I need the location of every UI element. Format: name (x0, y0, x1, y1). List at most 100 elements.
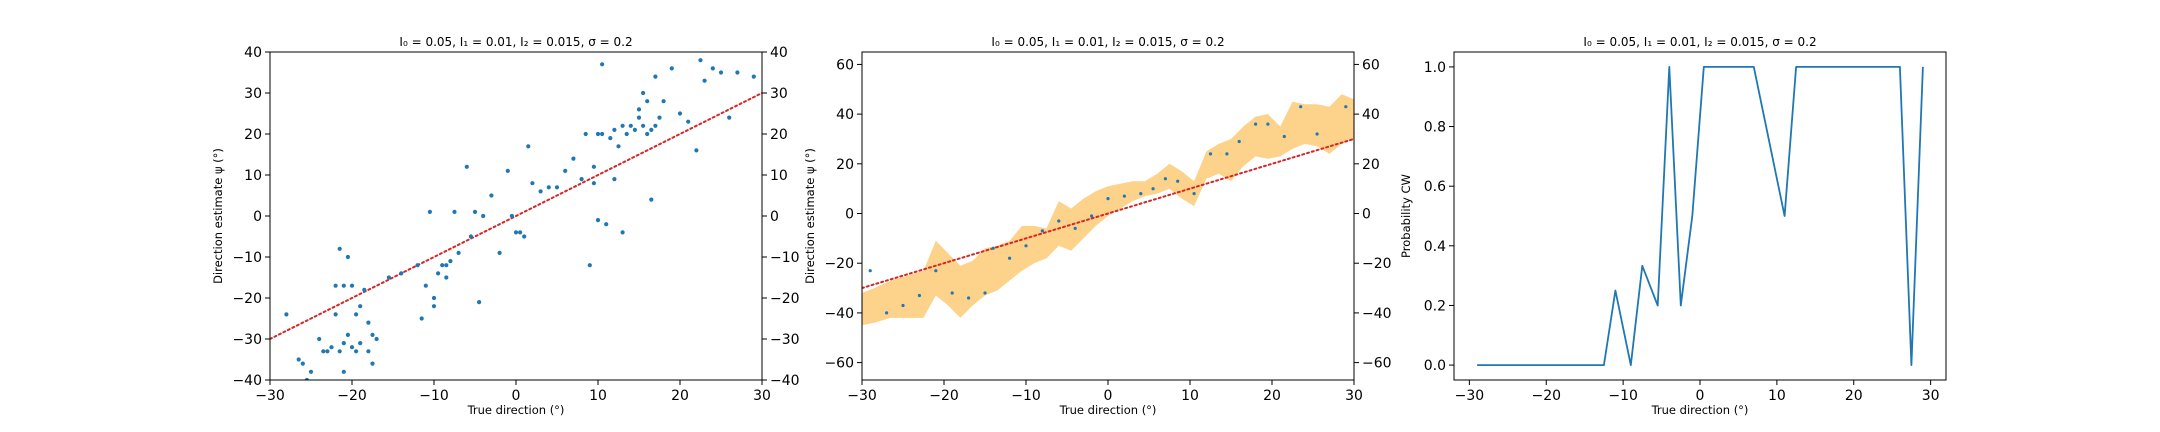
data-point (669, 66, 674, 71)
data-point (345, 332, 350, 337)
y-tick-label: 40 (836, 107, 854, 123)
data-point (431, 295, 437, 301)
data-point (1073, 226, 1077, 230)
data-point (518, 230, 523, 235)
confidence-band (862, 94, 1354, 326)
x-tick-label: −20 (337, 388, 367, 404)
data-point (464, 164, 469, 169)
data-point (868, 269, 872, 273)
data-point (600, 131, 605, 137)
data-point (472, 209, 478, 214)
x-tick-label: 20 (671, 388, 689, 404)
y-tick-label: 1.0 (1424, 60, 1446, 76)
y-axis-label: Probability CW (1399, 174, 1413, 258)
y-tick-label: 0.8 (1424, 120, 1446, 136)
data-point (620, 123, 625, 128)
y-tick-label: −40 (232, 373, 262, 389)
right-y-tick-label: −20 (1362, 256, 1392, 272)
data-point (620, 230, 625, 235)
data-point (1090, 214, 1094, 218)
data-point (751, 74, 756, 79)
data-point (934, 269, 938, 273)
data-point (321, 349, 326, 354)
data-point (1208, 152, 1213, 156)
data-point (456, 250, 461, 255)
data-point (308, 369, 314, 374)
data-point (983, 291, 987, 295)
data-point (727, 115, 732, 120)
y-tick-label: 20 (244, 127, 262, 143)
data-point (366, 320, 371, 325)
y-tick-label: 40 (244, 45, 262, 61)
data-point (649, 127, 654, 132)
y-tick-label: 0.2 (1424, 298, 1446, 314)
data-point (509, 213, 514, 219)
data-point (1163, 177, 1167, 181)
data-point (653, 74, 658, 79)
data-point (349, 345, 355, 350)
x-tick-label: −20 (1531, 388, 1561, 404)
data-point (333, 312, 338, 317)
data-point (1122, 194, 1126, 198)
data-point (370, 332, 375, 337)
data-point (885, 311, 889, 315)
data-point (1299, 105, 1303, 109)
data-point (489, 193, 494, 198)
data-point (649, 197, 654, 202)
data-point (624, 131, 629, 137)
data-point (1139, 192, 1143, 196)
data-point (538, 189, 543, 194)
axes-frame (1453, 51, 1947, 381)
data-point (423, 283, 428, 288)
data-point (304, 377, 309, 380)
plot-area (862, 94, 1354, 326)
identity-reference-line (862, 137, 1354, 290)
y-tick-label: −30 (232, 332, 262, 348)
data-point (337, 246, 342, 251)
right-y-tick-label: 10 (770, 168, 788, 184)
plot-area (1477, 66, 1924, 367)
data-point (530, 181, 535, 186)
data-point (616, 144, 621, 149)
probability-line (1477, 66, 1924, 367)
x-tick-label: 0 (512, 388, 521, 404)
data-point (431, 304, 437, 309)
data-point (337, 349, 342, 354)
y-tick-label: 10 (244, 168, 262, 184)
data-point (366, 349, 371, 354)
data-point (341, 369, 346, 374)
right-y-tick-label: 20 (770, 127, 788, 143)
data-point (1192, 192, 1196, 196)
data-point (436, 271, 441, 276)
data-point (513, 230, 519, 235)
x-tick-label: 0 (1104, 388, 1113, 404)
data-point (354, 349, 359, 354)
right-y-tick-label: 0 (770, 209, 779, 225)
data-point (698, 58, 703, 63)
data-point (358, 304, 363, 309)
data-point (374, 336, 379, 342)
right-y-tick-label: 20 (1362, 157, 1380, 173)
data-point (641, 123, 646, 128)
data-point (632, 127, 638, 132)
data-point (595, 131, 601, 137)
y-tick-label: −20 (232, 291, 262, 307)
data-point (358, 341, 363, 346)
data-point (718, 70, 724, 75)
data-point (591, 181, 597, 186)
data-point (612, 177, 617, 182)
right-y-tick-label: −20 (770, 291, 800, 307)
x-axis-label: True direction (°) (1651, 403, 1749, 417)
data-point (419, 316, 424, 321)
x-tick-label: −30 (1455, 388, 1485, 404)
data-point (317, 336, 322, 342)
data-point (448, 259, 453, 264)
data-point (901, 303, 905, 308)
chart-left-estimates: −30 −20 −10 0 10 20 30−40−30−20−10010203040−40… (211, 35, 800, 417)
right-y-tick-label: −10 (770, 250, 800, 266)
y-tick-label: 0 (253, 209, 262, 225)
data-point (522, 234, 527, 239)
data-point (991, 246, 995, 250)
data-point (452, 209, 457, 214)
data-point (546, 185, 551, 190)
